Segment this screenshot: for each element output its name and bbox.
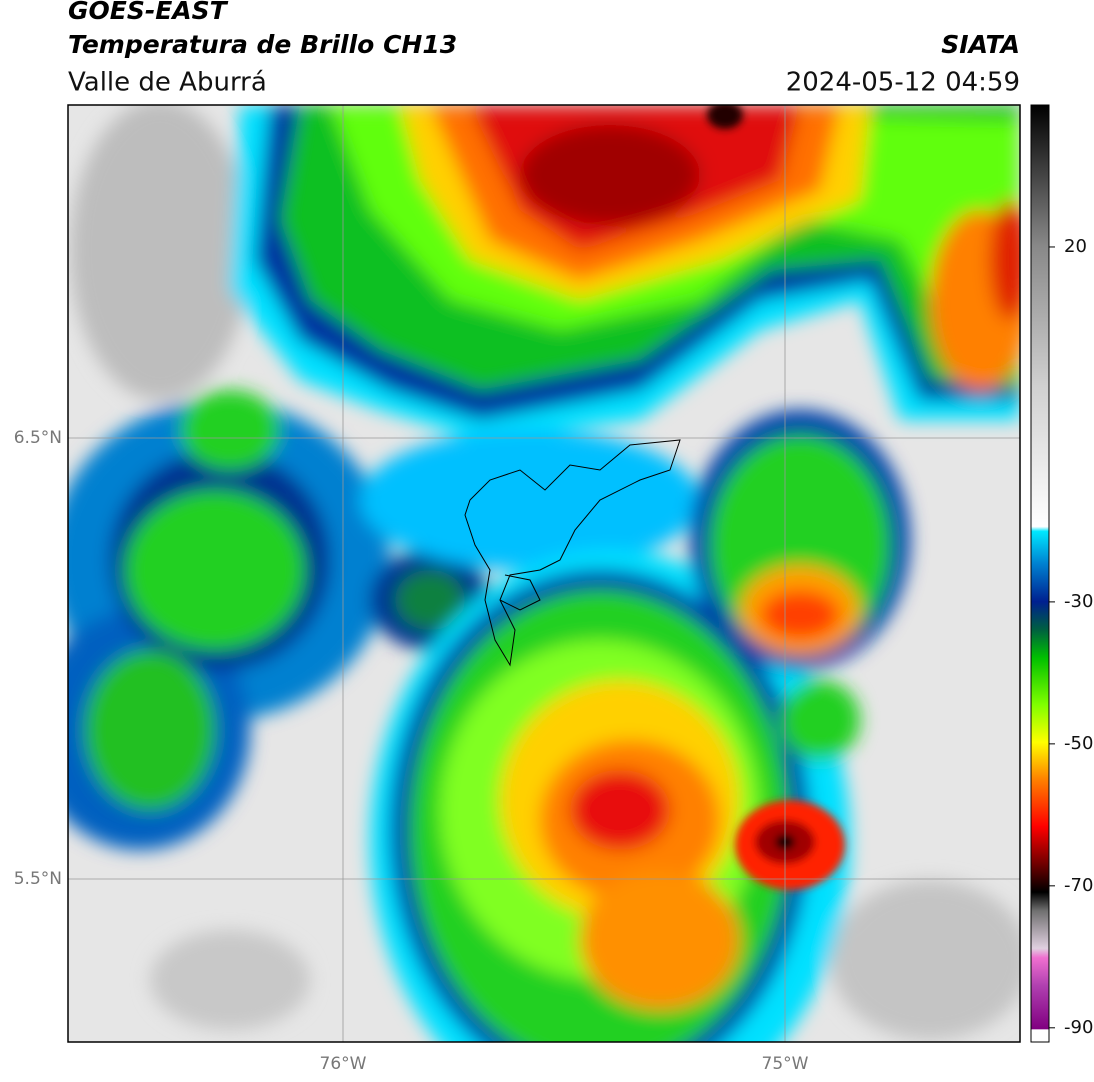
map-frame [67, 104, 1021, 1043]
datetime: 2024-05-12 04:59 [786, 68, 1020, 98]
satellite-image [68, 105, 1020, 1042]
lon-label: 75°W [762, 1054, 809, 1074]
colorbar [1030, 104, 1050, 1043]
lon-label: 76°W [320, 1054, 367, 1074]
lat-label: 5.5°N [14, 869, 62, 889]
colorbar-tick-label: -70 [1064, 875, 1093, 896]
source: SIATA [941, 30, 1020, 59]
title: GOES-EAST [68, 0, 229, 25]
colorbar-tick-label: -50 [1064, 733, 1093, 754]
colorbar-tick-label: -90 [1064, 1017, 1093, 1038]
lat-label: 6.5°N [14, 428, 62, 448]
subtitle: Temperatura de Brillo CH13 [68, 30, 457, 59]
region: Valle de Aburrá [68, 68, 267, 98]
colorbar-tick-label: 20 [1064, 236, 1087, 257]
colorbar-tick-label: -30 [1064, 591, 1093, 612]
